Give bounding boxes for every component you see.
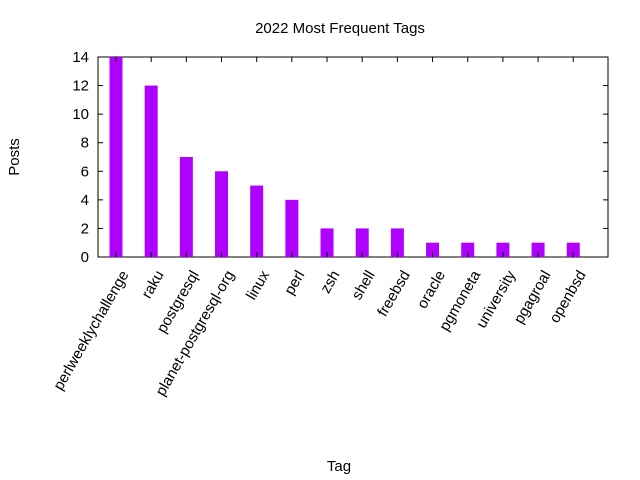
x-tick-label: oracle: [414, 268, 449, 312]
y-axis: 0 2 4 6 8 10 12 14: [72, 49, 608, 266]
x-axis-label: Tag: [327, 458, 351, 475]
bar: [566, 242, 580, 257]
x-tick-label: perlweeklychallenge: [50, 268, 132, 393]
x-tick-label: zsh: [317, 268, 343, 297]
bar: [531, 242, 545, 257]
bar: [390, 228, 404, 257]
bar: [179, 157, 193, 257]
bar: [355, 228, 369, 257]
bar: [496, 242, 510, 257]
x-axis: perlweeklychallenge rakupostgresqlplanet-…: [50, 57, 590, 399]
y-tick-label: 8: [81, 135, 89, 152]
bar: [426, 242, 440, 257]
bar: [109, 57, 123, 257]
bar-series: [109, 57, 580, 257]
y-tick-label: 0: [81, 249, 89, 266]
y-tick-label: 14: [72, 49, 89, 66]
bar: [461, 242, 475, 257]
x-tick-label: linux: [243, 267, 273, 303]
chart-title: 2022 Most Frequent Tags: [255, 20, 425, 37]
bar: [250, 185, 264, 257]
x-tick-label: raku: [138, 268, 167, 302]
bar: [144, 85, 158, 257]
y-tick-label: 6: [81, 163, 89, 180]
y-tick-label: 12: [72, 78, 89, 95]
y-tick-label: 10: [72, 106, 89, 123]
x-tick-label: perl: [281, 268, 308, 298]
plot-frame: [97, 56, 609, 258]
x-tick-label: freebsd: [374, 268, 414, 320]
y-tick-label: 4: [81, 192, 89, 209]
bar: [320, 228, 334, 257]
y-axis-label: Posts: [6, 138, 23, 176]
bar: [215, 171, 229, 257]
y-tick-label: 2: [81, 220, 89, 237]
bar: [285, 199, 299, 257]
x-tick-label: shell: [349, 268, 379, 303]
